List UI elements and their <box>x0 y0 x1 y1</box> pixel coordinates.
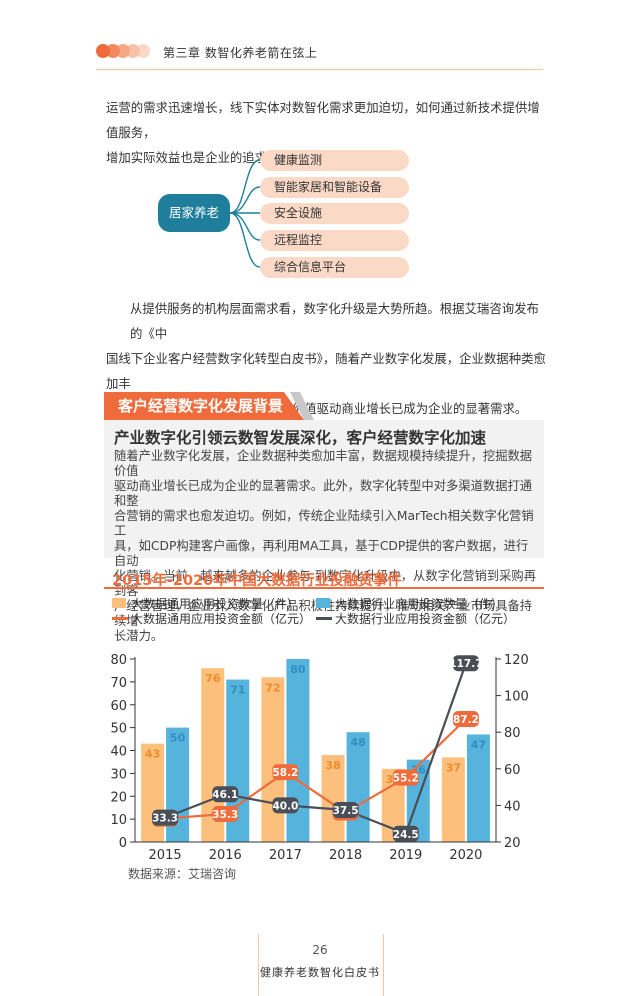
section-subtitle: 产业数字化引领云数智发展深化，客户经营数字化加速 <box>114 429 487 447</box>
right-axis-tick-label: 60 <box>504 763 521 778</box>
line-value-label: 87.2 <box>453 714 479 726</box>
right-axis-tick-label: 40 <box>504 799 521 814</box>
line-value-badge <box>392 769 419 786</box>
page-number: 26 <box>312 943 328 957</box>
paragraph-line: 运营的需求迅速增长，线下实体对数智化需求更加迫切，如何通过新技术提供增值服务， <box>106 100 540 140</box>
paragraph-line: 从提供服务的机构层面需求看，数字化升级是大势所趋。根据艾瑞咨询发布的《中 <box>130 301 539 341</box>
line-value-label: 58.2 <box>272 767 298 779</box>
line-value-label: 46.1 <box>212 789 238 801</box>
section-banner <box>104 392 314 420</box>
left-axis-tick-label: 50 <box>110 722 127 737</box>
left-axis-tick-label: 70 <box>110 676 127 691</box>
left-axis-tick-label: 40 <box>110 745 127 760</box>
chart-title-rule <box>104 587 544 589</box>
legend-swatch <box>316 598 330 608</box>
x-axis-category-label: 2016 <box>209 848 242 863</box>
line-value-badge <box>452 655 479 672</box>
body-line: 具，如CDP构建客户画像，再利用MA工具，基于CDP提供的客户数据，进行自动 <box>114 539 529 568</box>
bar-value-label: 80 <box>290 663 306 676</box>
bar-value-label: 50 <box>170 732 186 745</box>
line-value-badge <box>332 801 359 818</box>
legend-swatch <box>112 598 126 608</box>
bar-value-label: 38 <box>325 759 340 772</box>
left-axis-tick-label: 20 <box>110 790 127 805</box>
body-line: 合营销的需求也愈发迫切。例如，传统企业陆续引入MarTech相关数字化营销工 <box>114 509 534 538</box>
footer-rule-right <box>383 934 384 996</box>
line-value-badge <box>212 786 239 803</box>
bar-value-label: 47 <box>471 738 486 751</box>
body-line: 随着产业数字化发展，企业数据种类愈加丰富，数据规模持续提升，挖掘数据价值 <box>114 449 533 478</box>
line-value-label: 24.5 <box>393 829 419 841</box>
mindmap-center: 居家养老 <box>158 194 230 232</box>
intro-paragraph: 运营的需求迅速增长，线下实体对数智化需求更加迫切，如何通过新技术提供增值服务， … <box>106 95 550 170</box>
x-axis-category-label: 2015 <box>149 848 182 863</box>
mindmap-item: 智能家居和智能设备 <box>260 177 409 198</box>
body-line: 长潜力。 <box>114 629 164 643</box>
bar-value-label: 72 <box>265 681 280 694</box>
line-value-badge <box>392 825 419 842</box>
legend-line <box>316 617 332 620</box>
line-value-label: 35.3 <box>212 809 238 821</box>
bar-value-label: 48 <box>350 736 365 749</box>
right-axis-tick-label: 80 <box>504 726 521 741</box>
left-axis-tick-label: 10 <box>110 813 127 828</box>
line-value-badge <box>152 809 179 826</box>
bar-line-chart: 0 10 20 30 40 50 60 70 80 20 40 60 80 100 120 43 50 2015 7… <box>110 653 529 863</box>
x-axis-category-label: 2019 <box>389 848 422 863</box>
line-value-label: 117.7 <box>449 658 482 670</box>
header-rule <box>96 69 543 70</box>
chart-source: 数据来源：艾瑞咨询 <box>128 867 237 881</box>
legend-label: 大数据通用应用投资数量（件） <box>131 597 300 611</box>
right-axis-tick-label: 100 <box>504 690 529 705</box>
legend-line <box>112 617 128 620</box>
footer-title: 健康养老数智化白皮书 <box>260 966 380 979</box>
chapter-title: 第三章 数智化养老箭在弦上 <box>163 46 318 60</box>
mindmap-item: 远程监控 <box>260 230 409 251</box>
line-value-badge <box>272 764 299 781</box>
bar-industry-count <box>466 734 490 842</box>
line-value-badge <box>212 806 239 823</box>
line-value-label: 55.2 <box>393 773 419 785</box>
left-axis-tick-label: 30 <box>110 767 127 782</box>
mindmap-item: 安全设施 <box>260 203 409 224</box>
left-axis-tick-label: 60 <box>110 699 127 714</box>
mindmap-item: 综合信息平台 <box>260 257 409 278</box>
line-value-label: 40.0 <box>272 800 298 812</box>
line-value-label: 33.3 <box>152 813 178 825</box>
section-title: 客户经营数字化发展背景 <box>118 397 284 415</box>
section-card <box>104 420 544 558</box>
bar-value-label: 71 <box>230 684 245 697</box>
footer-rule-left <box>258 934 259 996</box>
legend-label: 大数据行业应用投资数量（件） <box>335 597 504 611</box>
bar-industry-count <box>286 659 310 842</box>
header-dot <box>96 44 110 58</box>
right-axis-tick-label: 20 <box>504 836 521 851</box>
legend-label: 大数据通用应用投资金额（亿元） <box>131 612 312 626</box>
x-axis-category-label: 2020 <box>449 848 482 863</box>
mindmap-connectors <box>229 159 261 268</box>
bar-value-label: 43 <box>145 748 160 761</box>
header-dots <box>96 44 156 58</box>
x-axis-category-label: 2018 <box>329 848 362 863</box>
bar-general-count <box>441 757 465 842</box>
left-axis-tick-label: 80 <box>110 653 127 668</box>
bar-value-label: 37 <box>446 761 461 774</box>
paragraph-line: 增加实际效益也是企业的追求。 <box>106 150 280 165</box>
bar-general-count <box>261 677 285 842</box>
legend-label: 大数据行业应用投资金额（亿元） <box>335 612 516 626</box>
line-value-badge <box>272 797 299 814</box>
mindmap-item: 健康监测 <box>260 150 409 171</box>
page-header: 第三章 数智化养老箭在弦上 <box>0 0 640 80</box>
left-axis-tick-label: 0 <box>119 836 127 851</box>
line-value-badge <box>452 711 479 728</box>
bar-value-label: 76 <box>205 672 221 685</box>
x-axis-category-label: 2017 <box>269 848 302 863</box>
body-line: 驱动商业增长已成为企业的显著需求。此外，数字化转型中对多渠道数据打通和整 <box>114 479 533 508</box>
right-axis-tick-label: 120 <box>504 653 529 668</box>
paragraph-line: 国线下企业客户经营数字化转型白皮书》，随着产业数字化发展，企业数据种类愈加丰 <box>106 351 546 391</box>
chart-title: 2015年-2020年中国大数据行业投融资事件 <box>112 573 402 589</box>
line-value-label: 37.5 <box>333 805 359 817</box>
